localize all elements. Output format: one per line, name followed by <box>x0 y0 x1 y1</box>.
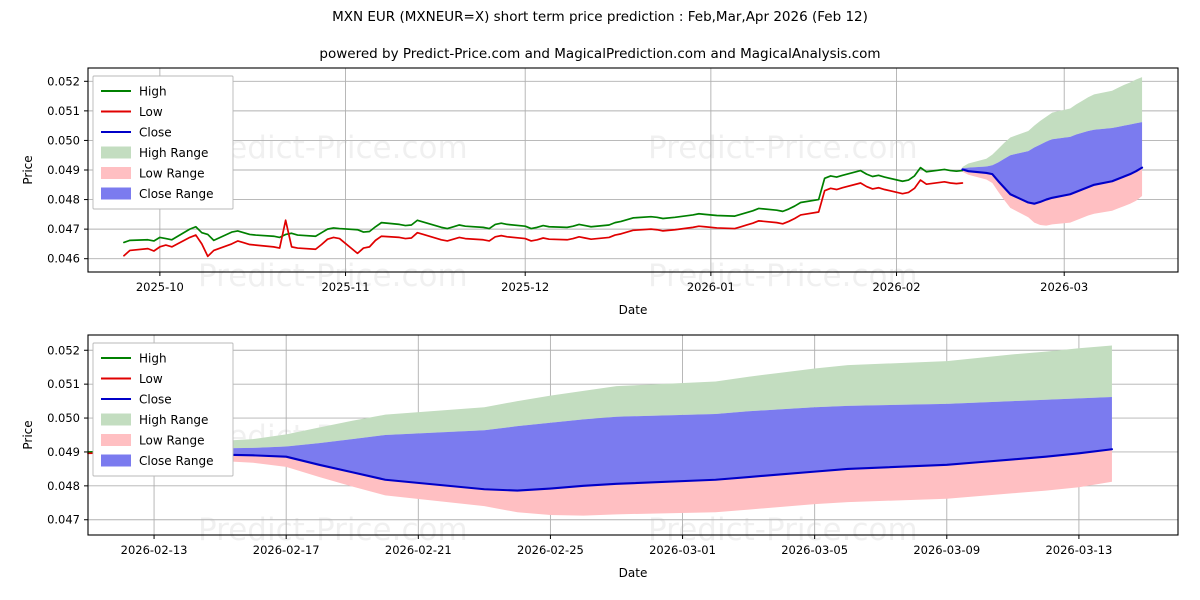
x-tick-label: 2026-02 <box>872 280 920 294</box>
legend-label-high: High <box>139 85 167 99</box>
y-tick-label: 0.046 <box>47 252 80 266</box>
x-tick-label: 2025-11 <box>321 280 369 294</box>
legend-patch-high-range <box>101 413 131 426</box>
low-series-line <box>123 179 964 258</box>
legend-label-close: Close <box>139 126 172 140</box>
low-range-band <box>962 167 1143 226</box>
x-tick-label: 2026-02-25 <box>517 543 584 557</box>
watermark-text: Predict-Price.com <box>648 130 918 166</box>
legend-label-high: High <box>139 352 167 366</box>
y-tick-label: 0.051 <box>47 104 80 118</box>
y-tick-label: 0.049 <box>47 163 80 177</box>
legend-label-close-range: Close Range <box>139 454 214 468</box>
top-chart: Predict-Price.com Predict-Price.com Predic… <box>21 67 1179 317</box>
legend-label-close: Close <box>139 393 172 407</box>
x-tick-label: 2026-03-13 <box>1045 543 1112 557</box>
y-tick-label: 0.049 <box>47 445 80 459</box>
legend-label-low: Low <box>139 105 163 119</box>
x-axis-title: Date <box>619 566 648 580</box>
top-chart-legend: High Low Close High Range Low Range Close Ran… <box>92 75 234 210</box>
y-tick-label: 0.048 <box>47 479 80 493</box>
watermark-text: Predict-Price.com <box>198 130 468 166</box>
x-tick-label: 2026-03-01 <box>649 543 716 557</box>
y-tick-label: 0.050 <box>47 411 80 425</box>
x-tick-label: 2025-12 <box>501 280 549 294</box>
x-tick-label: 2026-02-13 <box>121 543 188 557</box>
page-title: MXN EUR (MXNEUR=X) short term price pred… <box>332 9 868 25</box>
y-tick-label: 0.051 <box>47 377 80 391</box>
legend-label-high-range: High Range <box>139 146 208 160</box>
bottom-chart-legend: High Low Close High Range Low Range Close Ran… <box>92 342 234 477</box>
low-range-band <box>121 449 1112 516</box>
x-tick-label: 2026-02-17 <box>253 543 320 557</box>
legend-label-low-range: Low Range <box>139 434 204 448</box>
y-tick-label: 0.048 <box>47 193 80 207</box>
x-tick-label: 2026-02-21 <box>385 543 452 557</box>
legend-patch-low-range <box>101 434 131 446</box>
y-tick-label: 0.047 <box>47 222 80 236</box>
watermark-text: Predict-Price.com <box>648 258 918 294</box>
legend-patch-close-range <box>101 454 131 467</box>
watermark-text: Predict-Price.com <box>648 512 918 548</box>
x-tick-label: 2026-01 <box>687 280 735 294</box>
legend-patch-close-range <box>101 187 131 200</box>
y-tick-label: 0.050 <box>47 133 80 147</box>
x-tick-label: 2026-03-05 <box>781 543 848 557</box>
y-tick-label: 0.047 <box>47 513 80 527</box>
legend-label-close-range: Close Range <box>139 187 214 201</box>
legend-patch-high-range <box>101 146 131 159</box>
x-tick-label: 2025-10 <box>136 280 184 294</box>
legend-label-high-range: High Range <box>139 413 208 427</box>
high-range-band <box>121 345 1112 450</box>
close-series-line <box>961 166 1144 205</box>
x-tick-label: 2026-03 <box>1040 280 1088 294</box>
y-tick-label: 0.052 <box>47 74 80 88</box>
high-range-band <box>962 77 1143 169</box>
watermark-text: Predict-Price.com <box>198 512 468 548</box>
y-tick-label: 0.052 <box>47 343 80 357</box>
watermark-text: Predict-Price.com <box>198 258 468 294</box>
x-tick-label: 2026-03-09 <box>913 543 980 557</box>
close-series-line <box>119 448 1113 492</box>
y-axis-title: Price <box>21 155 35 184</box>
legend-patch-low-range <box>101 167 131 179</box>
high-series-line <box>123 166 964 244</box>
legend-label-low: Low <box>139 372 163 386</box>
legend-label-low-range: Low Range <box>139 167 204 181</box>
y-axis-title: Price <box>21 420 35 449</box>
bottom-chart: Predict-Price.comPredict-Price.comPredic… <box>21 334 1179 580</box>
page-subtitle: powered by Predict-Price.com and Magical… <box>319 46 881 62</box>
plot-frame <box>87 334 1179 536</box>
plot-frame <box>87 67 1179 273</box>
x-axis-title: Date <box>619 303 648 317</box>
